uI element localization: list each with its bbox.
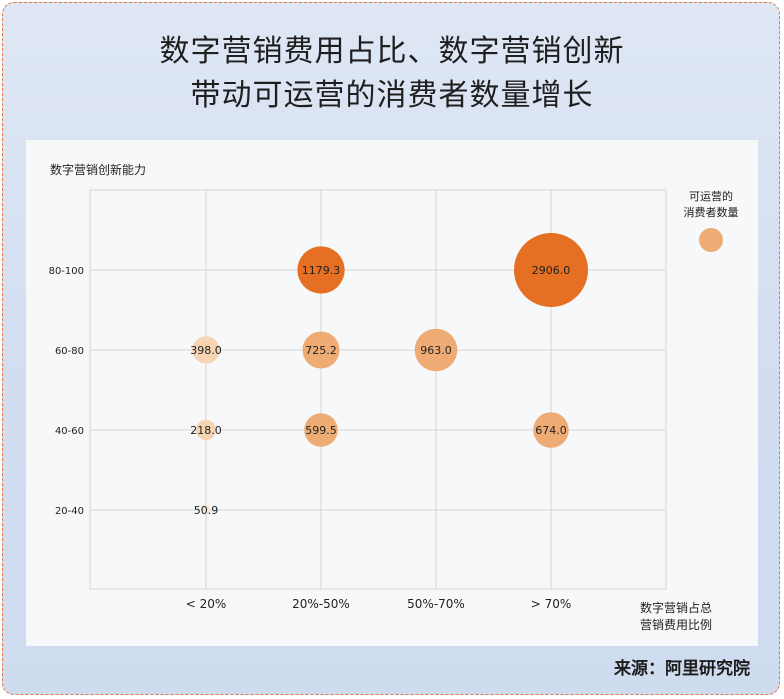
y-tick-label: 40-60: [55, 426, 84, 437]
title-line-1: 数字营销费用占比、数字营销创新: [159, 34, 625, 69]
bubble: [201, 505, 211, 515]
bubble-value-label: 398.0: [190, 344, 222, 357]
x-tick-label: > 70%: [531, 597, 572, 611]
x-axis-label-line-2: 营销费用比例: [640, 618, 712, 632]
title-line-2: 带动可运营的消费者数量增长: [190, 78, 594, 113]
bubble: [297, 246, 345, 294]
x-tick-label: 50%-70%: [407, 597, 465, 611]
bubble-value-label: 674.0: [535, 424, 567, 437]
bubble-value-label: 1179.3: [302, 264, 341, 277]
y-tick-label: 20-40: [55, 506, 84, 517]
plot-area: [89, 189, 667, 590]
size-legend-title-line-2: 消费者数量: [684, 205, 739, 219]
chart-title: 数字营销费用占比、数字营销创新 带动可运营的消费者数量增长: [0, 30, 784, 118]
bubble-value-label: 218.0: [190, 424, 222, 437]
bubble: [195, 419, 217, 441]
bubble: [514, 233, 588, 307]
bubble-value-label: 725.2: [305, 344, 337, 357]
size-legend-title-line-1: 可运营的: [689, 189, 733, 203]
bubble-value-label: 963.0: [420, 344, 452, 357]
chart-panel: [26, 140, 758, 646]
size-legend-bubble: [699, 228, 723, 252]
y-tick-label: 60-80: [55, 346, 84, 357]
bubble: [533, 412, 569, 448]
y-tick-label: 80-100: [49, 266, 84, 277]
bubble-value-label: 50.9: [194, 504, 219, 517]
y-axis-label: 数字营销创新能力: [50, 162, 146, 177]
x-tick-label: < 20%: [186, 597, 227, 611]
bubble-value-label: 599.5: [305, 424, 337, 437]
x-axis-label-line-1: 数字营销占总: [640, 600, 712, 615]
source-note: 来源：阿里研究院: [614, 659, 750, 679]
x-tick-label: 20%-50%: [292, 597, 350, 611]
bubble: [302, 331, 340, 369]
bubble: [304, 413, 338, 447]
bubble: [414, 328, 458, 372]
bubble-value-label: 2906.0: [532, 264, 571, 277]
bubble: [192, 336, 220, 364]
